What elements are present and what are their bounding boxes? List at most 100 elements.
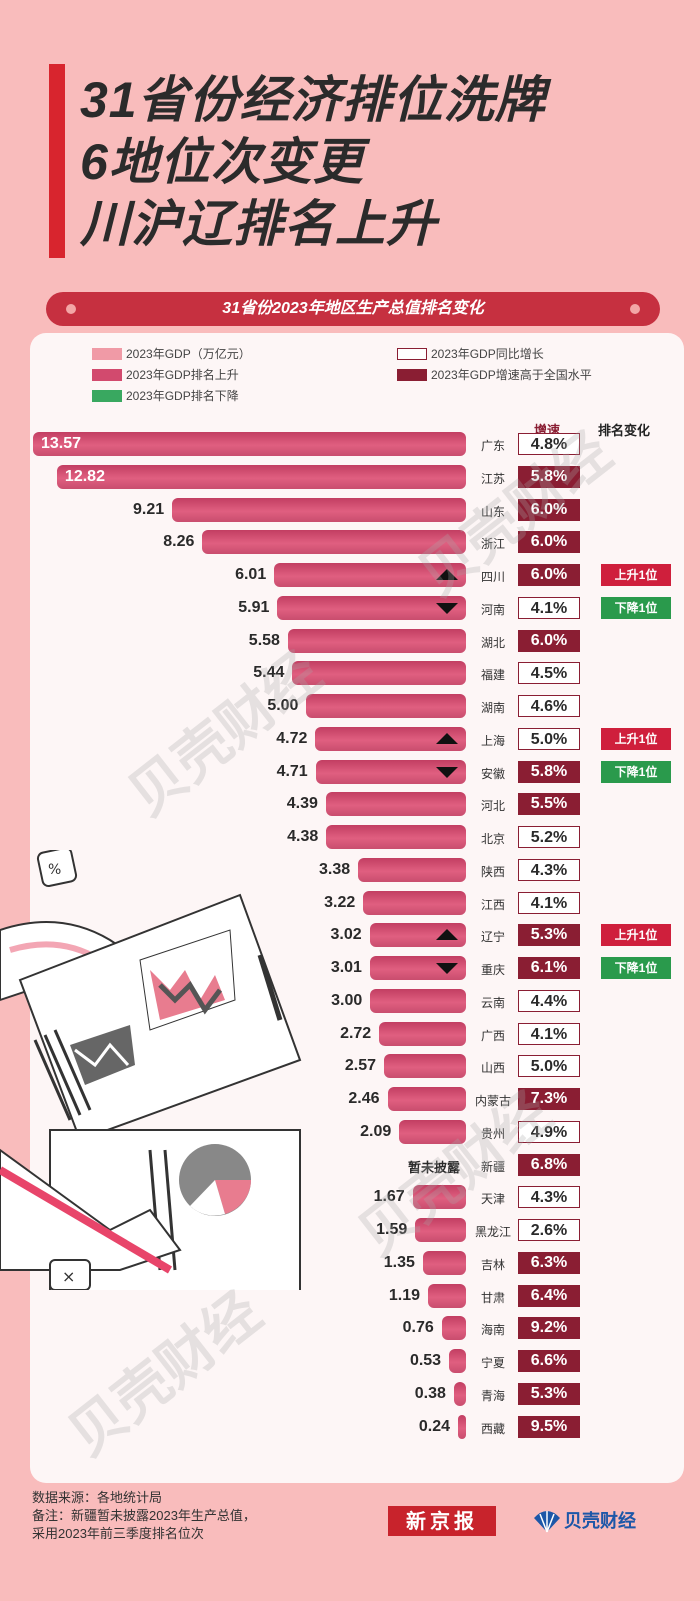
gdp-bar — [306, 694, 466, 718]
growth-rate-box: 6.0% — [518, 531, 580, 553]
gdp-value-label: 12.82 — [64, 468, 105, 485]
rank-down-arrow-icon — [436, 767, 458, 778]
gdp-value-label: 3.01 — [330, 959, 362, 976]
province-label: 青海 — [480, 1389, 505, 1403]
gdp-bar — [33, 432, 466, 456]
legend-rank-up-swatch — [92, 368, 122, 381]
svg-text:×: × — [62, 1267, 75, 1286]
growth-rate-box: 7.3% — [518, 1088, 580, 1110]
legend-growth-above: 2023年GDP增速高于全国水平 — [397, 366, 592, 383]
province-label: 宁夏 — [480, 1356, 505, 1370]
growth-rate-box: 4.1% — [518, 597, 580, 619]
legend-gdp: 2023年GDP（万亿元） — [92, 345, 251, 362]
gdp-value-label: 0.38 — [414, 1385, 446, 1402]
province-label: 河北 — [480, 799, 505, 813]
growth-rate-box: 5.0% — [518, 728, 580, 750]
gdp-value-label: 3.22 — [324, 894, 356, 911]
legend-growth: 2023年GDP同比增长 — [397, 345, 544, 362]
growth-rate-box: 6.8% — [518, 1154, 580, 1176]
growth-rate-box: 5.5% — [518, 793, 580, 815]
gdp-value-label: 3.38 — [319, 861, 351, 878]
gdp-bar — [202, 530, 466, 554]
growth-rate-box: 4.6% — [518, 695, 580, 717]
gdp-undisclosed-label: 暂未披露 — [408, 1160, 461, 1175]
legend-growth-label: 2023年GDP同比增长 — [431, 347, 544, 361]
province-label: 四川 — [480, 570, 505, 584]
growth-rate-box: 4.3% — [518, 1186, 580, 1208]
gdp-value-label: 9.21 — [132, 501, 165, 518]
province-label: 云南 — [480, 996, 505, 1010]
gdp-bar — [399, 1120, 466, 1144]
growth-rate-box: 9.5% — [518, 1416, 580, 1438]
rank-up-arrow-icon — [436, 733, 458, 744]
rank-down-arrow-icon — [436, 963, 458, 974]
legend-rank-down-swatch — [92, 389, 122, 402]
growth-rate-box: 4.1% — [518, 892, 580, 914]
gdp-bar — [379, 1022, 466, 1046]
legend-gdp-label: 2023年GDP（万亿元） — [126, 347, 251, 361]
gdp-bar — [441, 1316, 466, 1340]
title-line-1: 31省份经济排位洗牌 — [80, 72, 546, 128]
gdp-value-label: 4.71 — [276, 763, 308, 780]
province-label: 湖南 — [480, 701, 505, 715]
province-label: 黑龙江 — [474, 1225, 511, 1239]
rank-up-arrow-icon — [436, 929, 458, 940]
province-label: 北京 — [480, 832, 505, 846]
gdp-bar — [412, 1185, 466, 1209]
rank-change-badge: 上升1位 — [601, 728, 671, 750]
gdp-bar — [56, 465, 466, 489]
province-label: 吉林 — [480, 1258, 505, 1272]
growth-rate-box: 6.0% — [518, 564, 580, 586]
gdp-bar — [453, 1382, 466, 1406]
growth-rate-box: 9.2% — [518, 1317, 580, 1339]
rank-change-badge: 下降1位 — [601, 761, 671, 783]
footer-source: 数据来源：各地统计局 — [32, 1490, 163, 1505]
gdp-bar — [415, 1218, 466, 1242]
province-label: 江西 — [480, 898, 505, 912]
province-label: 海南 — [480, 1323, 505, 1337]
gdp-value-label: 2.09 — [360, 1123, 392, 1140]
growth-rate-box: 5.2% — [518, 826, 580, 848]
province-label: 江苏 — [480, 472, 505, 486]
growth-rate-box: 4.1% — [518, 1023, 580, 1045]
gdp-value-label: 4.38 — [287, 828, 319, 845]
province-label: 广西 — [480, 1029, 505, 1043]
title-line-3: 川沪辽排名上升 — [80, 196, 437, 252]
gdp-bar — [292, 661, 466, 685]
gdp-bar — [422, 1251, 466, 1275]
gdp-value-label: 5.58 — [248, 632, 280, 649]
growth-rate-box: 4.5% — [518, 662, 580, 684]
xinjingbao-logo: 新京报 — [388, 1506, 496, 1536]
legend-rank-up: 2023年GDP排名上升 — [92, 366, 239, 383]
growth-rate-box: 2.6% — [518, 1219, 580, 1241]
gdp-bar — [383, 1054, 466, 1078]
province-label: 浙江 — [480, 537, 505, 551]
province-label: 新疆 — [480, 1160, 505, 1174]
gdp-value-label: 0.53 — [409, 1352, 442, 1369]
growth-rate-box: 5.8% — [518, 466, 580, 488]
gdp-bar — [363, 891, 466, 915]
province-label: 重庆 — [480, 963, 505, 977]
gdp-value-label: 5.00 — [267, 697, 299, 714]
gdp-value-label: 4.72 — [276, 730, 308, 747]
rank-down-arrow-icon — [436, 603, 458, 614]
gdp-value-label: 3.02 — [330, 926, 362, 943]
province-label: 贵州 — [480, 1127, 505, 1141]
rank-change-badge: 下降1位 — [601, 597, 671, 619]
gdp-bar — [287, 629, 466, 653]
growth-rate-box: 6.4% — [518, 1285, 580, 1307]
gdp-value-label: 1.19 — [388, 1287, 421, 1304]
gdp-value-label: 13.57 — [41, 435, 82, 452]
province-label: 山西 — [480, 1061, 505, 1075]
growth-rate-box: 5.3% — [518, 924, 580, 946]
rank-change-badge: 上升1位 — [601, 564, 671, 586]
province-label: 河南 — [480, 603, 505, 617]
gdp-bar — [387, 1087, 466, 1111]
rank-change-badge: 下降1位 — [601, 957, 671, 979]
province-label: 陕西 — [480, 865, 505, 879]
gdp-bar — [326, 825, 466, 849]
gdp-value-label: 5.44 — [253, 664, 285, 681]
footer-note-1: 备注：新疆暂未披露2023年生产总值， — [32, 1508, 256, 1523]
growth-rate-box: 6.3% — [518, 1252, 580, 1274]
province-label: 上海 — [480, 734, 505, 748]
